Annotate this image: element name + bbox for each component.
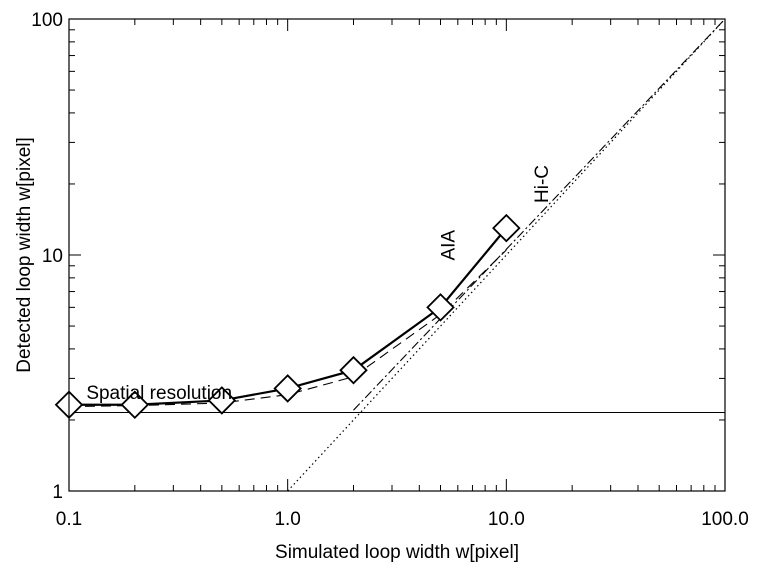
- diamond-marker: [273, 374, 302, 403]
- x-tick-label: 100.0: [701, 509, 749, 530]
- plot-lines: [69, 19, 725, 491]
- x-tick-label: 10.0: [488, 509, 525, 530]
- y-tick-label: 10: [42, 246, 63, 267]
- x-tick-label: 1.0: [274, 509, 300, 530]
- y-tick-label: 1: [52, 482, 63, 503]
- axes: 0.1 1.0 10.0 100.0 1 10 100: [31, 10, 748, 530]
- plot-frame: [68, 18, 726, 492]
- annotation-label: AIA: [439, 230, 460, 261]
- diamond-marker: [492, 213, 521, 243]
- annotations: Spatial resolution AIA Hi-C: [86, 165, 553, 404]
- diamond-marker: [207, 386, 237, 415]
- y-axis-label: Detected loop width w[pixel]: [14, 137, 35, 373]
- diamond-marker: [120, 390, 150, 420]
- series-line-dash-dot: [353, 19, 725, 411]
- annotation-label: Spatial resolution: [86, 383, 232, 404]
- annotation-label: Hi-C: [532, 165, 553, 203]
- series-line-dotted: [287, 19, 725, 491]
- diamond-marker: [339, 355, 368, 385]
- y-tick-label: 100: [31, 10, 63, 31]
- x-tick-label: 0.1: [56, 509, 82, 530]
- markers: [54, 213, 521, 420]
- x-axis-label: Simulated loop width w[pixel]: [275, 542, 519, 563]
- diamond-marker: [426, 293, 455, 322]
